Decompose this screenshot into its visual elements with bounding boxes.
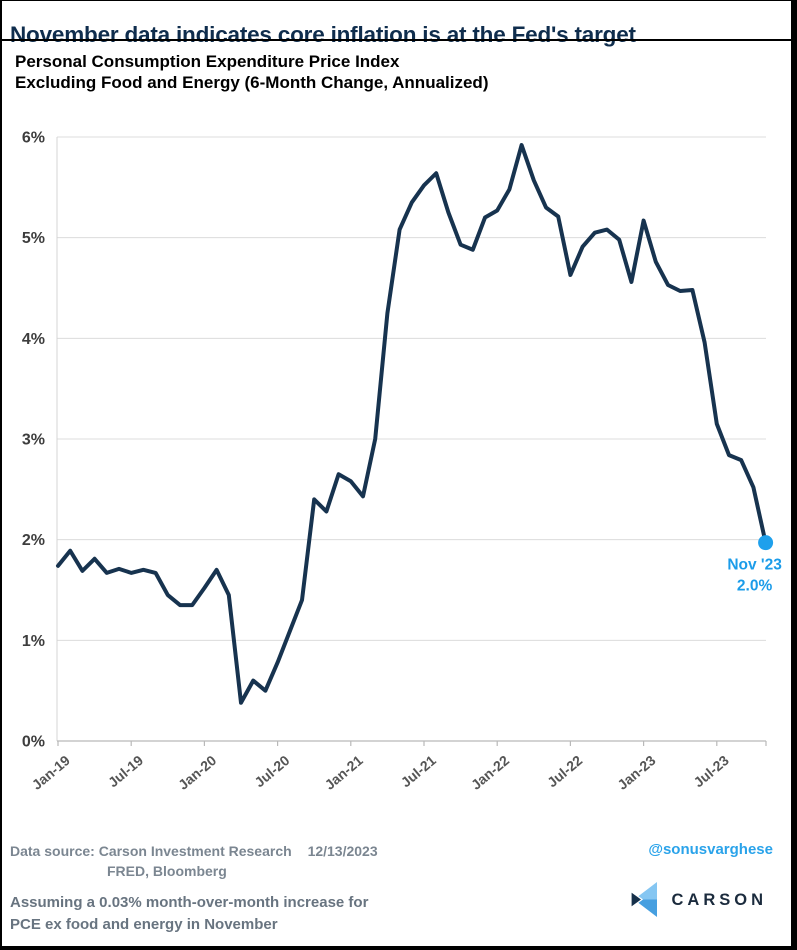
data-source: Data source: Carson Investment Research … <box>10 841 378 881</box>
x-axis-label: Jul-23 <box>690 752 731 790</box>
y-axis-label: 0% <box>22 734 45 751</box>
carson-logo: CARSON <box>631 882 767 918</box>
y-axis-label: 6% <box>22 130 45 147</box>
x-axis-label: Jul-19 <box>105 752 146 790</box>
x-axis-label: Jan-21 <box>321 752 365 793</box>
x-axis-label: Jan-19 <box>29 752 73 793</box>
data-source-line2: FRED, Bloomberg <box>107 863 227 879</box>
carson-logo-text: CARSON <box>671 890 767 909</box>
data-source-label: Data source: <box>10 843 95 859</box>
x-axis-label: Jul-20 <box>251 752 292 790</box>
logo-triangle-arrow <box>631 890 644 909</box>
y-axis-label: 1% <box>22 633 45 650</box>
logo-triangle-top <box>634 882 658 900</box>
data-source-date: 12/13/2023 <box>307 843 378 859</box>
x-axis-label: Jul-22 <box>544 752 585 790</box>
y-axis-label: 2% <box>22 532 45 549</box>
latest-point-marker <box>758 535 774 551</box>
title-divider <box>2 39 791 41</box>
data-source-primary: Carson Investment Research <box>98 843 292 859</box>
assumption-note-line2: PCE ex food and energy in November <box>10 916 278 933</box>
chart-subtitle-line1: Personal Consumption Expenditure Price I… <box>15 52 400 71</box>
logo-triangle-bottom <box>634 899 658 917</box>
y-axis-label: 5% <box>22 230 45 247</box>
x-axis-label: Jul-21 <box>398 752 439 790</box>
pce-line <box>56 143 768 705</box>
chart-subtitle: Personal Consumption Expenditure Price I… <box>15 51 488 93</box>
y-axis-label: 3% <box>22 432 45 449</box>
page-title: November data indicates core inflation i… <box>10 22 636 48</box>
latest-point-label-value: 2.0% <box>737 578 773 595</box>
x-axis-label: Jan-23 <box>614 752 658 793</box>
twitter-handle: @sonusvarghese <box>648 841 773 858</box>
assumption-note: Assuming a 0.03% month-over-month increa… <box>10 892 368 936</box>
x-axis-label: Jan-20 <box>175 752 219 793</box>
y-axis-label: 4% <box>22 331 45 348</box>
x-axis-label: Jan-22 <box>468 752 512 793</box>
assumption-note-line1: Assuming a 0.03% month-over-month increa… <box>10 894 369 911</box>
data-source-line1: Data source: Carson Investment Research … <box>10 841 378 861</box>
chart-subtitle-line2: Excluding Food and Energy (6-Month Chang… <box>15 73 489 92</box>
latest-point-label-date: Nov '23 <box>727 557 782 574</box>
carson-logo-icon <box>631 882 658 917</box>
